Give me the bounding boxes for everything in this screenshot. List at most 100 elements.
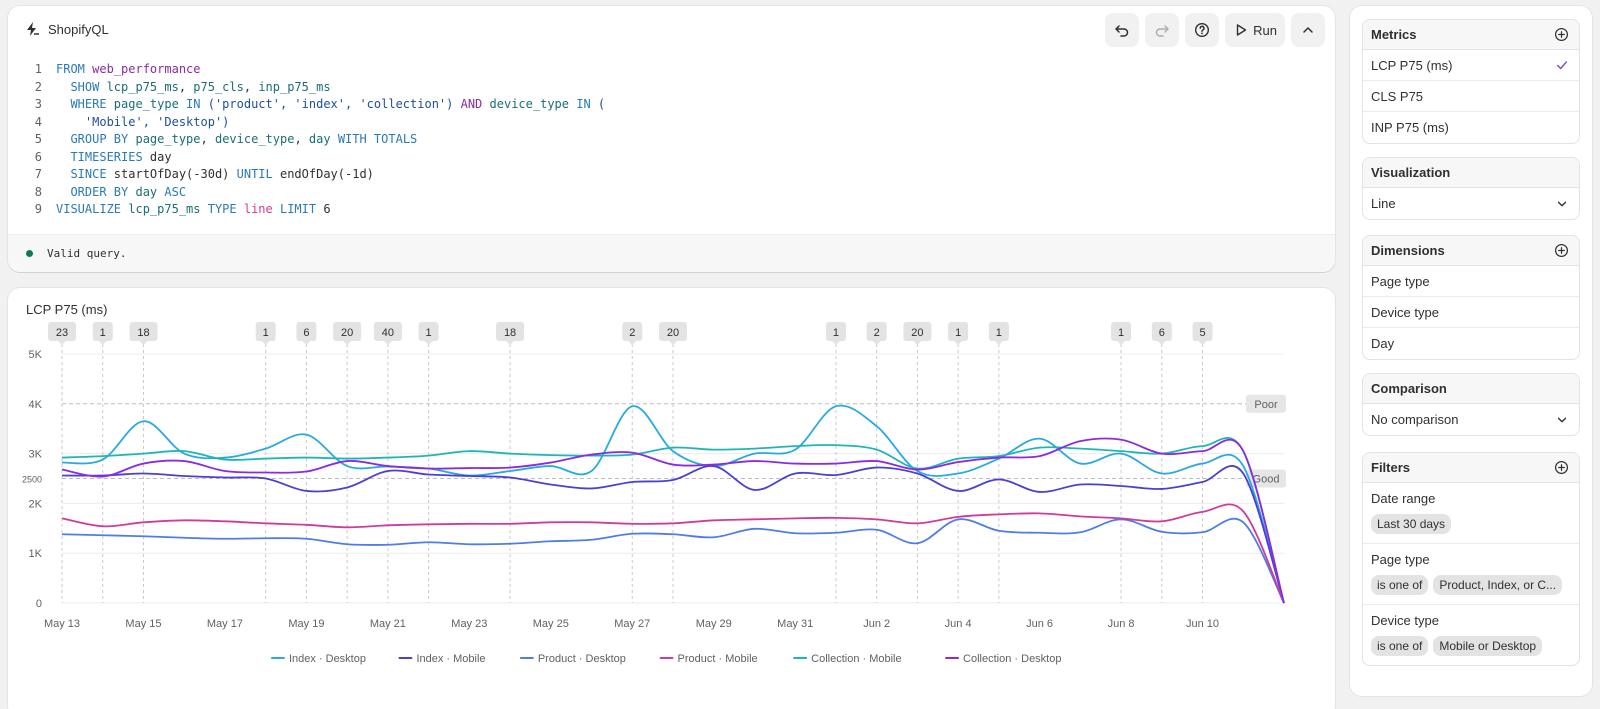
annotation-pointer [58, 341, 66, 345]
redo-icon [1155, 25, 1169, 37]
code-editor[interactable]: 1 FROM web_performance 2 SHOW lcp_p75_ms, … [8, 61, 1335, 219]
legend-label: Product · Desktop [538, 653, 626, 665]
filter-value-chip[interactable]: Product, Index, or C... [1433, 575, 1563, 595]
code-text: FROM web_performance [42, 61, 201, 79]
line-number: 9 [34, 202, 42, 216]
y-tick-label: 0 [36, 598, 42, 610]
annotation-pointer [831, 341, 840, 345]
code-line[interactable]: 4 'Mobile', 'Desktop') [8, 114, 1335, 132]
code-line[interactable]: 6 TIMESERIES day [8, 149, 1335, 167]
series-line [61, 517, 1285, 604]
code-line[interactable]: 2 SHOW lcp_p75_ms, p75_cls, inp_p75_ms [8, 79, 1335, 97]
dimensions-title: Dimensions [1371, 243, 1445, 258]
metrics-title: Metrics [1371, 27, 1417, 42]
code-line[interactable]: 5 GROUP BY page_type, device_type, day W… [8, 131, 1335, 149]
code-line[interactable]: 8 ORDER BY day ASC [8, 184, 1335, 202]
help-icon [1195, 22, 1210, 38]
line-number: 2 [34, 79, 42, 94]
filter-label: Page type [1371, 552, 1430, 567]
code-token: startOfDay(-30d) [113, 167, 237, 181]
redo-button[interactable] [1145, 13, 1180, 47]
filters-title: Filters [1371, 460, 1411, 475]
visualization-header: Visualization [1363, 158, 1579, 188]
annotation-label: 20 [911, 327, 923, 339]
annotation-badge [255, 322, 276, 341]
code-token: WHERE [56, 97, 114, 111]
run-label: Run [1253, 22, 1277, 38]
code-token: WITH TOTALS [337, 132, 418, 146]
filter-date-range[interactable]: Date range Last 30 days [1363, 483, 1579, 544]
brand-label: ShopifyQL [48, 21, 109, 37]
code-token: UNTIL [236, 167, 280, 181]
code-token: device_type [489, 97, 577, 111]
annotation-badge [1111, 322, 1132, 341]
code-token: page_type [113, 97, 187, 111]
code-text: WHERE page_type IN ('product', 'index', … [42, 96, 605, 114]
code-token: ( [597, 97, 606, 111]
annotation-badge [825, 322, 846, 341]
x-tick-label: May 13 [44, 618, 80, 630]
code-line[interactable]: 7 SINCE startOfDay(-30d) UNTIL endOfDay(… [8, 166, 1335, 184]
filter-value-chip[interactable]: Mobile or Desktop [1433, 636, 1543, 656]
comparison-value: No comparison [1371, 412, 1459, 427]
code-token: , [200, 132, 215, 146]
chart-title: LCP P75 (ms) [26, 302, 107, 317]
filter-page-type[interactable]: Page type is one of Product, Index, or C… [1363, 544, 1579, 605]
metric-item[interactable]: INP P75 (ms) [1363, 112, 1579, 143]
code-token: IN [186, 97, 208, 111]
y-tick-label: 1K [29, 548, 43, 560]
filter-operator-chip[interactable]: is one of [1371, 575, 1429, 595]
annotation-badge [296, 322, 317, 341]
code-text: SINCE startOfDay(-30d) UNTIL endOfDay(-1… [42, 166, 373, 184]
annotation-pointer [1157, 341, 1166, 345]
undo-button[interactable] [1105, 13, 1140, 47]
undo-icon [1115, 25, 1129, 37]
code-token: page_type [135, 132, 201, 146]
metric-item[interactable]: LCP P75 (ms) [1363, 50, 1579, 81]
threshold-badge [1246, 394, 1286, 413]
status-dot-icon [26, 250, 33, 257]
dimension-item[interactable]: Day [1363, 328, 1579, 359]
visualization-select[interactable]: Line [1363, 188, 1579, 219]
code-token: , [243, 79, 259, 94]
collapse-button[interactable] [1291, 13, 1325, 47]
code-token: SINCE [56, 167, 114, 181]
filters-group: Filters Date range Last 30 days Page typ… [1362, 452, 1580, 666]
dimension-item[interactable]: Page type [1363, 266, 1579, 297]
series-line [61, 404, 1285, 604]
add-dimension-icon[interactable] [1554, 243, 1569, 258]
code-line[interactable]: 3 WHERE page_type IN ('product', 'index'… [8, 96, 1335, 114]
code-text: TIMESERIES day [42, 149, 171, 167]
code-token: day [135, 184, 165, 199]
filter-device-type[interactable]: Device type is one of Mobile or Desktop [1363, 605, 1579, 665]
code-token: web_performance [92, 62, 201, 76]
filter-operator-chip[interactable]: is one of [1371, 636, 1429, 656]
annotation-label: 1 [996, 327, 1002, 339]
add-filter-icon[interactable] [1554, 460, 1569, 475]
code-token: ('product', 'index', 'collection') [207, 97, 461, 111]
metric-item[interactable]: CLS P75 [1363, 81, 1579, 112]
add-metric-icon[interactable] [1554, 27, 1569, 42]
help-button[interactable] [1185, 13, 1220, 47]
code-line[interactable]: 1 FROM web_performance [8, 61, 1335, 79]
line-number: 1 [34, 62, 42, 76]
annotation-label: 18 [504, 327, 516, 339]
run-button[interactable]: Run [1225, 13, 1285, 47]
annotation-label: 1 [100, 327, 106, 339]
code-token: AND [460, 97, 490, 111]
annotation-label: 1 [426, 327, 432, 339]
chevron-down-icon [1557, 201, 1567, 206]
dimension-item[interactable]: Device type [1363, 297, 1579, 328]
metrics-group: Metrics LCP P75 (ms) CLS P75 INP P75 (ms… [1362, 19, 1580, 144]
comparison-select[interactable]: No comparison [1363, 404, 1579, 435]
y-tick-label: 5K [29, 349, 43, 361]
annotation-badge [866, 322, 887, 341]
annotation-pointer [424, 341, 433, 345]
annotation-pointer [1198, 341, 1207, 345]
code-token: LIMIT [279, 202, 324, 216]
filter-chip[interactable]: Last 30 days [1371, 514, 1452, 534]
line-number: 5 [34, 132, 42, 146]
annotation-label: 1 [263, 327, 269, 339]
query-status: Valid query. [8, 234, 1335, 272]
code-line[interactable]: 9 VISUALIZE lcp_p75_ms TYPE line LIMIT 6 [8, 201, 1335, 219]
